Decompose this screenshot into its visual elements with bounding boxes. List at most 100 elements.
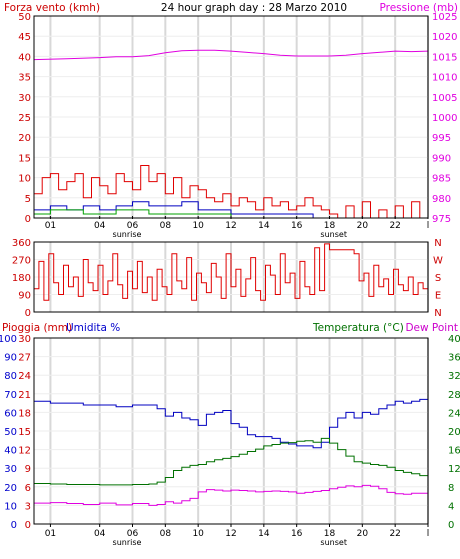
pressure-y-tick: 1010	[432, 73, 457, 84]
rain-y-tick: 12	[18, 446, 31, 457]
rain-y-tick: 21	[18, 390, 31, 401]
wind-y-tick: 45	[18, 32, 31, 43]
rain-y-tick: 9	[25, 464, 31, 475]
pressure-y-tick: 1020	[432, 32, 457, 43]
pressure-y-tick: 975	[432, 214, 451, 225]
rain-y-tick: 27	[18, 353, 31, 364]
wind-y-tick: 10	[18, 174, 31, 185]
temp-y-tick: 4	[448, 501, 454, 512]
compass-label: W	[433, 256, 443, 267]
temp-panel-tick-label: 22	[389, 529, 400, 539]
wind-y-tick: 25	[18, 113, 31, 124]
pressure-y-tick: 990	[432, 153, 451, 164]
rain-axis-title: Pioggia (mm)	[2, 322, 72, 334]
wind-panel-tick-label: 20	[357, 221, 369, 231]
temp-panel-tick-label: 10	[192, 529, 204, 539]
chart-title: 24 hour graph day : 28 Marzo 2010	[161, 2, 347, 14]
direction-y-tick: 180	[12, 273, 31, 284]
pressure-y-tick: 985	[432, 174, 451, 185]
temp-y-tick: 28	[448, 390, 460, 401]
temp-panel-sunset-label: sunset	[320, 538, 347, 547]
direction-panel-frame	[33, 241, 429, 313]
temp-y-tick: 16	[448, 446, 460, 457]
humidity-y-tick: 70	[4, 390, 17, 401]
humidity-y-tick: 60	[4, 408, 17, 419]
pressure-axis-title: Pressione (mb)	[379, 2, 458, 14]
wind-panel-tick-label: 10	[192, 221, 204, 231]
compass-label: N	[434, 238, 441, 249]
rain-y-tick: 30	[18, 334, 31, 345]
direction-y-tick: 360	[12, 238, 31, 249]
temp-y-tick: 8	[448, 483, 454, 494]
temp-y-tick: 40	[448, 334, 460, 345]
series-wind_direction	[34, 243, 429, 301]
temp-y-tick: 0	[448, 520, 454, 531]
temp-panel-tick-label: 14	[258, 529, 270, 539]
temp-y-tick: 20	[448, 427, 460, 438]
direction-y-tick: 0	[25, 308, 31, 319]
chart-layer: 5045403530252015105010251020101510101005…	[0, 12, 460, 547]
wind-y-tick: 35	[18, 73, 31, 84]
series-wind_gust	[34, 165, 429, 219]
wind-panel-tick-label: 06	[127, 221, 139, 231]
wind-panel-tick-label: l	[427, 221, 430, 231]
wind-panel-tick-label: 22	[389, 221, 400, 231]
temp-y-tick: 36	[448, 353, 460, 364]
humidity-axis-title: Umidita %	[66, 322, 120, 334]
pressure-y-tick: 995	[432, 133, 451, 144]
humidity-y-tick: 80	[4, 371, 17, 382]
wind-panel-tick-label: 08	[160, 221, 172, 231]
series-pressure	[33, 49, 429, 61]
temp-y-tick: 24	[448, 408, 460, 419]
rain-y-tick: 18	[18, 408, 31, 419]
direction-y-tick: 90	[18, 291, 31, 302]
pressure-y-tick: 1015	[432, 52, 457, 63]
humidity-y-tick: 0	[11, 520, 17, 531]
temp-panel-sunrise-label: sunrise	[113, 538, 142, 547]
rain-y-tick: 24	[18, 371, 31, 382]
humidity-y-tick: 90	[4, 353, 17, 364]
humidity-y-tick: 40	[4, 446, 17, 457]
temp-panel-tick-label: 04	[94, 529, 106, 539]
pressure-y-tick: 1025	[432, 12, 457, 23]
temp-panel-tick-label: 18	[324, 529, 336, 539]
temp-y-tick: 32	[448, 371, 460, 382]
pressure-y-tick: 1005	[432, 93, 457, 104]
series-temperature	[34, 437, 429, 486]
rain-y-tick: 0	[25, 520, 31, 531]
wind-panel-tick-label: 01	[45, 221, 56, 231]
wind-y-tick: 20	[18, 133, 31, 144]
temperature-axis-title: Temperatura (°C)	[312, 322, 404, 334]
rain-y-tick: 6	[25, 483, 31, 494]
pressure-y-tick: 980	[432, 194, 451, 205]
temp-panel-tick-label: 12	[225, 529, 236, 539]
wind-panel-tick-label: 14	[258, 221, 270, 231]
temp-panel-tick-label: 20	[357, 529, 369, 539]
wind-panel-sunrise-label: sunrise	[113, 230, 142, 239]
wind-y-tick: 30	[18, 93, 31, 104]
rain-y-tick: 15	[18, 427, 31, 438]
humidity-y-tick: 100	[0, 334, 17, 345]
temp-panel-tick-label: 06	[127, 529, 139, 539]
humidity-y-tick: 10	[4, 501, 17, 512]
wind-y-tick: 40	[18, 52, 31, 63]
compass-label: E	[435, 291, 441, 302]
wind-panel-tick-label: 04	[94, 221, 106, 231]
humidity-y-tick: 30	[4, 464, 17, 475]
humidity-y-tick: 50	[4, 427, 17, 438]
series-humidity	[34, 395, 429, 449]
wind-axis-title: Forza vento (kmh)	[4, 2, 100, 14]
temp-panel-tick-label: l	[427, 529, 430, 539]
wind-panel-tick-label: 18	[324, 221, 336, 231]
rain-y-tick: 3	[25, 501, 31, 512]
series-dew_point	[34, 484, 429, 506]
temp-y-tick: 12	[448, 464, 460, 475]
humidity-y-tick: 20	[4, 483, 17, 494]
pressure-y-tick: 1000	[432, 113, 457, 124]
temp-panel-tick-label: 08	[160, 529, 172, 539]
wind-panel-sunset-label: sunset	[320, 230, 347, 239]
wind-y-tick: 50	[18, 12, 31, 23]
temp-panel-tick-label: 16	[291, 529, 303, 539]
compass-label: N	[434, 308, 441, 319]
